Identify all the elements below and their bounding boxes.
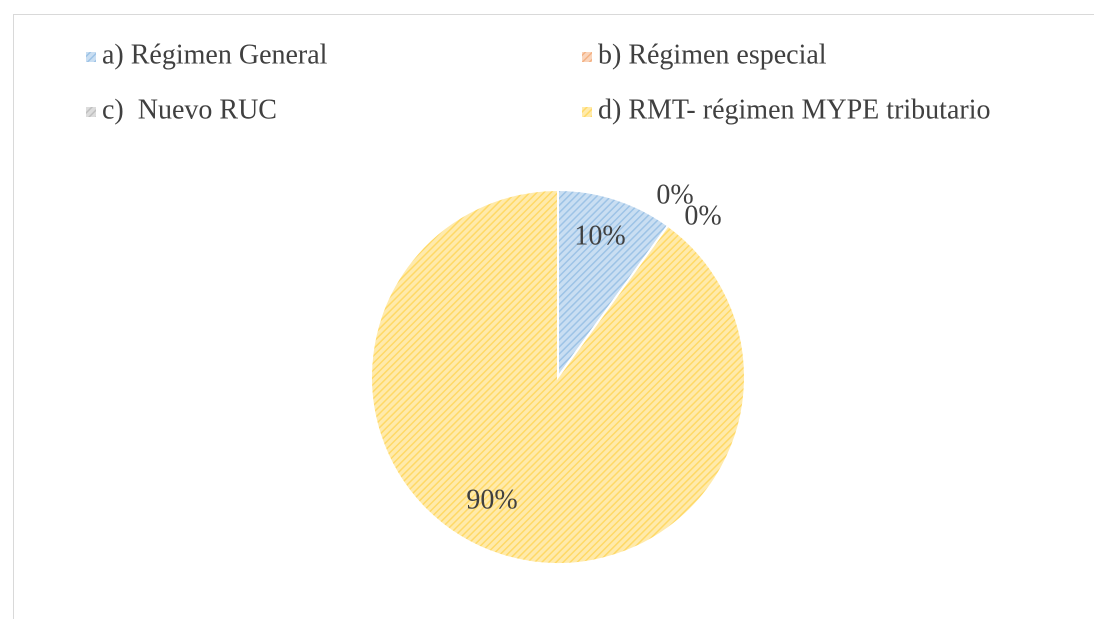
data-label: 90% [466, 484, 517, 515]
legend-label: d) RMT- régimen MYPE tributario [598, 94, 990, 125]
data-label: 10% [574, 220, 625, 251]
legend-label: b) Régimen especial [598, 39, 827, 70]
data-label: 0% [656, 179, 693, 210]
legend-marker [86, 107, 96, 117]
legend-label: c) Nuevo RUC [102, 94, 277, 125]
chart-border [13, 14, 1094, 619]
legend-marker [582, 52, 592, 62]
pie-slice [557, 188, 670, 381]
data-label: 0% [684, 200, 721, 231]
legend-marker [86, 52, 96, 62]
pie-slice [370, 188, 746, 565]
legend-marker [582, 107, 592, 117]
legend-label: a) Régimen General [102, 39, 328, 70]
